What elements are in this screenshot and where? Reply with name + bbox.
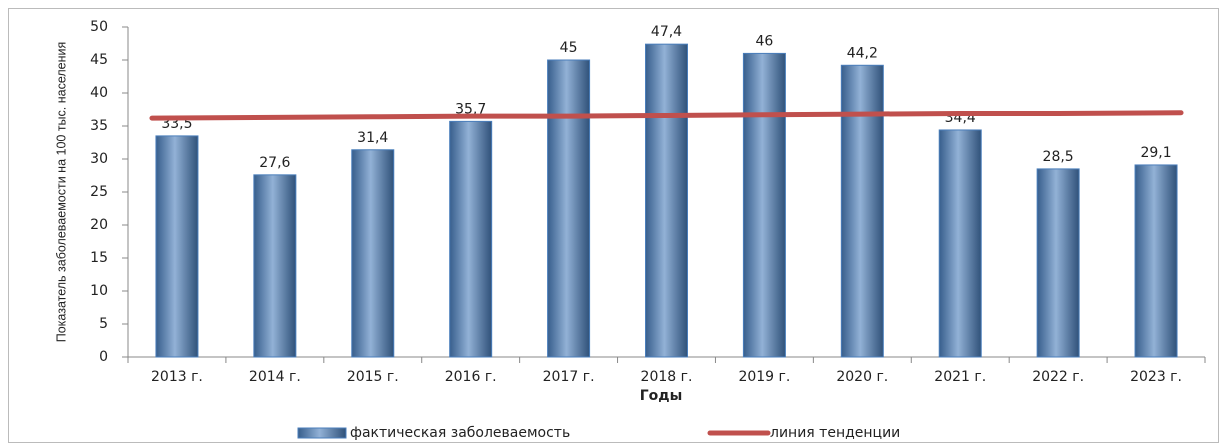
bar xyxy=(351,149,395,358)
y-tick-label: 15 xyxy=(90,250,108,266)
legend-swatch xyxy=(297,427,347,439)
trend-line xyxy=(149,110,1184,121)
legend-label: фактическая заболеваемость xyxy=(350,425,570,441)
bar xyxy=(547,59,591,358)
y-tick-label: 10 xyxy=(90,283,108,299)
x-tick-label: 2021 г. xyxy=(934,369,986,385)
bar xyxy=(742,52,786,358)
x-tick-label: 2015 г. xyxy=(347,369,399,385)
x-tick-label: 2018 г. xyxy=(641,369,693,385)
data-label: 47,4 xyxy=(651,24,682,40)
y-tick-label: 35 xyxy=(90,118,108,134)
data-label: 46 xyxy=(755,33,773,49)
x-tick-label: 2017 г. xyxy=(543,369,595,385)
y-tick-label: 20 xyxy=(90,217,108,233)
data-label: 31,4 xyxy=(357,130,388,146)
bar xyxy=(645,43,688,358)
y-tick-label: 5 xyxy=(99,316,108,332)
y-tick-label: 30 xyxy=(90,151,108,167)
x-tick-label: 2020 г. xyxy=(836,369,888,385)
bar xyxy=(840,64,884,358)
y-tick-label: 25 xyxy=(90,184,108,200)
data-label: 27,6 xyxy=(259,155,290,171)
bar xyxy=(1036,168,1080,358)
legend-label: линия тенденции xyxy=(770,425,900,441)
x-axis-title: Годы xyxy=(640,388,683,404)
data-label: 35,7 xyxy=(455,101,486,117)
bar xyxy=(938,129,982,358)
y-tick-label: 45 xyxy=(90,52,108,68)
bar xyxy=(1134,164,1178,358)
data-label: 44,2 xyxy=(847,45,878,61)
data-label: 29,1 xyxy=(1140,145,1171,161)
y-tick-label: 50 xyxy=(90,19,108,35)
y-tick-label: 40 xyxy=(90,85,108,101)
x-tick-label: 2013 г. xyxy=(151,369,203,385)
data-label: 28,5 xyxy=(1043,149,1074,165)
bar xyxy=(449,120,493,358)
x-tick-label: 2019 г. xyxy=(738,369,790,385)
data-label: 45 xyxy=(560,40,578,56)
chart-frame xyxy=(8,8,1219,443)
bar xyxy=(253,174,297,358)
x-tick-label: 2022 г. xyxy=(1032,369,1084,385)
bar xyxy=(155,135,199,358)
x-tick-label: 2016 г. xyxy=(445,369,497,385)
y-tick-label: 0 xyxy=(99,349,108,365)
x-tick-label: 2023 г. xyxy=(1130,369,1182,385)
x-tick-label: 2014 г. xyxy=(249,369,301,385)
y-axis-title: Показатель заболеваемости на 100 тыс. на… xyxy=(54,42,68,343)
